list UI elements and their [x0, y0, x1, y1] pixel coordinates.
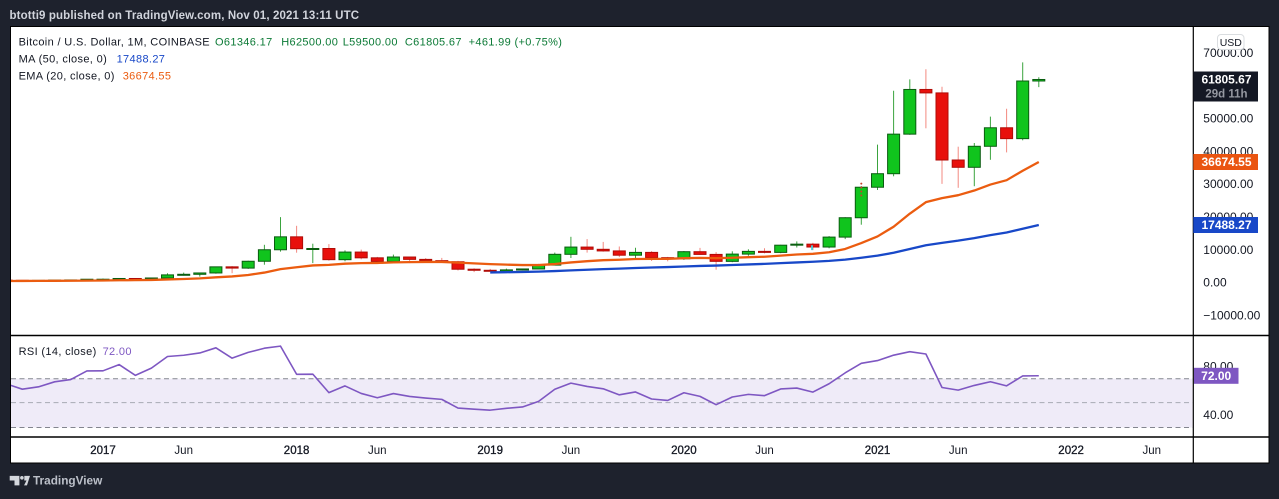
svg-text:36674.55: 36674.55 [1201, 155, 1251, 169]
svg-text:Bitcoin / U.S. Dollar, 1M, COI: Bitcoin / U.S. Dollar, 1M, COINBASE [19, 36, 210, 48]
svg-text:+461.99 (+0.75%): +461.99 (+0.75%) [469, 36, 563, 48]
svg-text:17488.27: 17488.27 [1201, 218, 1251, 232]
svg-text:2019: 2019 [477, 445, 503, 457]
svg-text:C61805.67: C61805.67 [405, 36, 462, 48]
svg-text:29d 11h: 29d 11h [1205, 88, 1247, 100]
svg-text:2020: 2020 [671, 445, 697, 457]
svg-text:btotti9 published on TradingVi: btotti9 published on TradingView.com, No… [10, 10, 360, 22]
svg-text:0.00: 0.00 [1203, 276, 1227, 290]
svg-text:2021: 2021 [865, 445, 891, 457]
svg-text:10000.00: 10000.00 [1203, 243, 1253, 257]
svg-text:RSI (14, close): RSI (14, close) [19, 346, 97, 358]
svg-text:2022: 2022 [1058, 445, 1084, 457]
svg-text:−10000.00: −10000.00 [1203, 309, 1260, 323]
svg-text:Jun: Jun [368, 445, 387, 457]
svg-text:72.00: 72.00 [103, 346, 132, 358]
svg-text:TradingView: TradingView [33, 473, 103, 487]
svg-text:2017: 2017 [90, 445, 116, 457]
svg-text:Jun: Jun [174, 445, 193, 457]
svg-text:40.00: 40.00 [1203, 408, 1233, 422]
svg-text:50000.00: 50000.00 [1203, 112, 1253, 126]
svg-text:L59500.00: L59500.00 [343, 36, 398, 48]
svg-text:2018: 2018 [284, 445, 310, 457]
svg-text:EMA (20, close, 0): EMA (20, close, 0) [19, 70, 115, 82]
svg-text:Jun: Jun [562, 445, 581, 457]
svg-text:H62500.00: H62500.00 [281, 36, 338, 48]
svg-text:17488.27: 17488.27 [117, 53, 166, 65]
svg-text:Jun: Jun [1143, 445, 1162, 457]
svg-text:MA (50, close, 0): MA (50, close, 0) [19, 53, 107, 65]
svg-text:61805.67: 61805.67 [1201, 72, 1251, 86]
svg-text:36674.55: 36674.55 [123, 70, 172, 82]
svg-text:USD: USD [1220, 37, 1243, 49]
svg-text:Jun: Jun [755, 445, 774, 457]
svg-text:Jun: Jun [949, 445, 968, 457]
svg-text:72.00: 72.00 [1201, 369, 1231, 383]
svg-text:30000.00: 30000.00 [1203, 177, 1253, 191]
svg-text:O61346.17: O61346.17 [215, 36, 273, 48]
